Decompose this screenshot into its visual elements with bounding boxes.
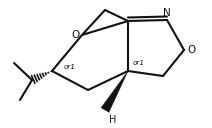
Text: or1: or1 (64, 64, 76, 70)
Text: N: N (163, 8, 171, 18)
Text: O: O (187, 45, 195, 55)
Text: or1: or1 (133, 60, 145, 66)
Polygon shape (101, 71, 128, 112)
Text: O: O (71, 30, 79, 40)
Text: H: H (109, 115, 117, 125)
